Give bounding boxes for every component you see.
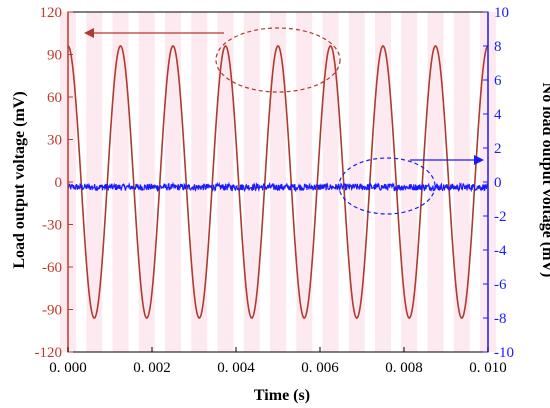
- y-left-tick-label: 30: [47, 133, 62, 149]
- peak-shade-band: [112, 12, 129, 352]
- x-tick-label: 0. 000: [49, 360, 87, 376]
- y-left-tick-label: 120: [40, 5, 63, 21]
- peak-shade-band: [243, 12, 260, 352]
- peak-shade-band: [348, 12, 365, 352]
- peak-shade-band: [191, 12, 208, 352]
- peak-shade-band: [401, 12, 418, 352]
- y-left-tick-label: 0: [55, 175, 63, 191]
- y-left-tick-label: -30: [42, 218, 62, 234]
- y-right-tick-label: 2: [494, 141, 502, 157]
- y-left-tick-label: -60: [42, 260, 62, 276]
- x-axis-label: Time (s): [254, 387, 310, 404]
- y-axis-right-label: No load output voltage (mV): [539, 83, 550, 278]
- y-right-tick-label: 8: [494, 39, 502, 55]
- y-left-tick-label: 90: [47, 48, 62, 64]
- peak-shade-band: [453, 12, 470, 352]
- x-tick-label: 0. 006: [301, 360, 339, 376]
- x-tick-label: 0. 010: [469, 360, 507, 376]
- series-load-voltage-line: [67, 45, 489, 319]
- x-tick-label: 0. 008: [385, 360, 423, 376]
- y-left-tick-label: 60: [47, 90, 62, 106]
- peak-shade-band: [138, 12, 155, 352]
- y-right-tick-label: -10: [494, 345, 514, 361]
- y-right-tick-label: 10: [494, 5, 509, 21]
- peak-shade-band: [296, 12, 313, 352]
- y-right-tick-label: -6: [494, 277, 507, 293]
- y-right-tick-label: 6: [494, 73, 502, 89]
- peak-shading: [60, 12, 496, 352]
- peak-shade-band: [217, 12, 234, 352]
- peak-shade-band: [375, 12, 391, 352]
- no-load-series-ellipse: [338, 157, 436, 215]
- peak-shade-band: [322, 12, 339, 352]
- x-tick-label: 0. 004: [217, 360, 255, 376]
- series-no-load-voltage-line: [67, 181, 489, 193]
- load-series-arrow-head: [84, 28, 94, 38]
- y-right-tick-label: -2: [494, 209, 507, 225]
- axes-layer: 120 90 60 30 0 -30 -60 -90 -120 10 8 6 4 2 0 -2 -4 -6 -8 -1…: [35, 5, 515, 376]
- y-right-tick-label: 4: [494, 107, 502, 123]
- y-axis-left-label: Load output voltage (mV): [11, 91, 28, 268]
- series-layer: [67, 45, 489, 319]
- x-tick-label: 0. 002: [133, 360, 171, 376]
- peak-shade-band: [427, 12, 444, 352]
- peak-shade-band: [270, 12, 286, 352]
- y-right-tick-label: -4: [494, 243, 507, 259]
- y-left-tick-label: -90: [42, 303, 62, 319]
- y-right-tick-label: 0: [494, 175, 502, 191]
- no-load-series-arrow-head: [474, 155, 484, 165]
- y-right-tick-label: -8: [494, 311, 507, 327]
- annotation-layer: [84, 27, 484, 215]
- load-series-ellipse: [215, 27, 341, 93]
- peak-shade-band: [86, 12, 103, 352]
- y-left-tick-label: -120: [35, 345, 63, 361]
